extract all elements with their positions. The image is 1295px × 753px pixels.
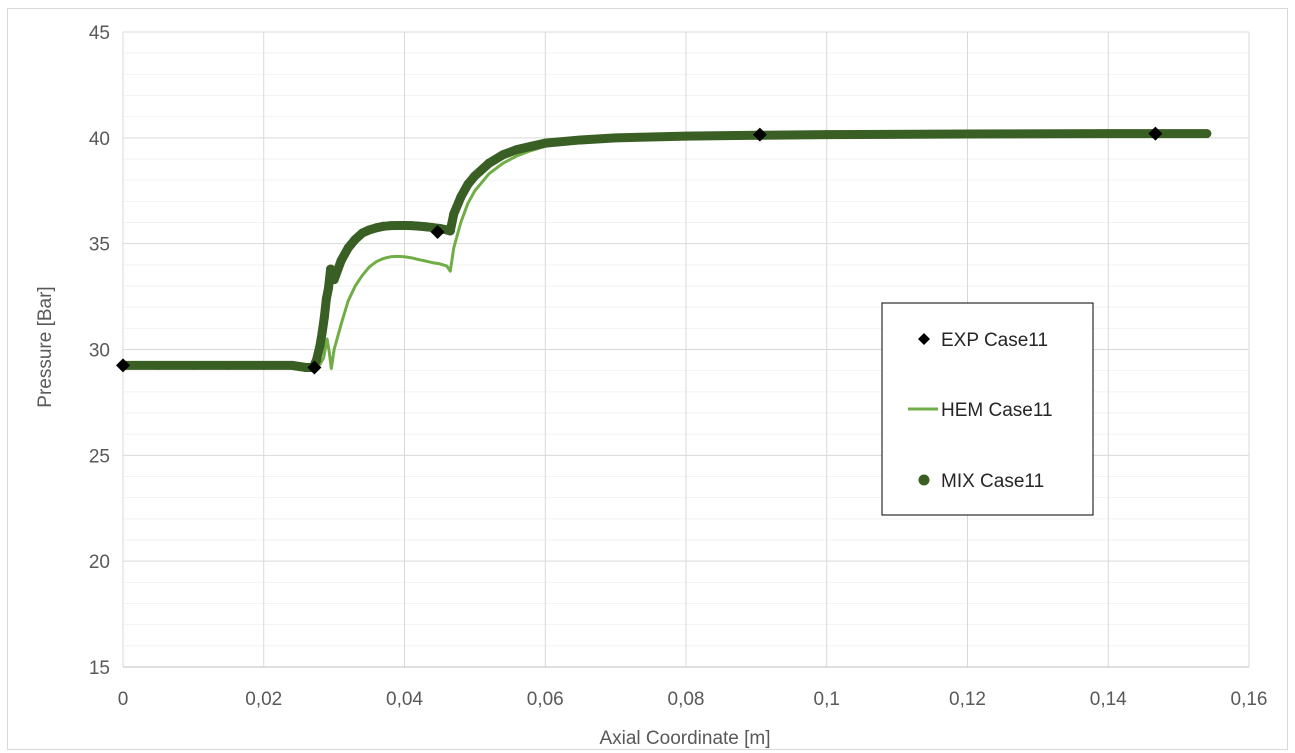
y-tick-label: 35 <box>89 235 110 256</box>
mix-data-point <box>357 228 367 238</box>
exp-data-point <box>752 127 767 142</box>
x-tick-label: 0,16 <box>1231 689 1268 710</box>
mix-data-point <box>259 360 269 370</box>
mix-data-point <box>1103 129 1113 139</box>
mix-data-point <box>343 243 353 253</box>
x-tick-label: 0 <box>118 689 129 710</box>
x-tick-label: 0,06 <box>527 689 564 710</box>
y-tick-label: 15 <box>89 658 110 679</box>
legend-label-mix: MIX Case11 <box>941 471 1044 492</box>
mix-data-point <box>371 223 381 233</box>
y-tick-label: 20 <box>89 552 110 573</box>
mix-data-point <box>315 340 325 350</box>
mix-data-point <box>470 171 480 181</box>
y-tick-label: 45 <box>89 23 110 44</box>
legend-label-hem: HEM Case11 <box>941 400 1053 421</box>
mix-data-point <box>421 222 431 232</box>
mix-data-point <box>378 221 388 231</box>
mix-data-point <box>188 360 198 370</box>
mix-data-point <box>323 283 333 293</box>
legend-label-exp: EXP Case11 <box>941 330 1048 351</box>
y-tick-label: 25 <box>89 446 110 467</box>
legend: EXP Case11 HEM Case11 MIX Case11 <box>881 302 1094 516</box>
x-tick-label: 0,02 <box>245 689 282 710</box>
x-tick-label: 0,14 <box>1090 689 1127 710</box>
mix-data-point <box>456 192 466 202</box>
mix-data-point <box>385 221 395 231</box>
mix-data-point <box>512 144 522 154</box>
mix-data-point <box>484 158 494 168</box>
x-tick-label: 0,04 <box>386 689 423 710</box>
mix-data-point <box>364 225 374 235</box>
mix-data-point <box>498 150 508 160</box>
mix-data-point <box>575 135 585 145</box>
x-tick-label: 0,08 <box>668 689 705 710</box>
mix-data-point <box>287 360 297 370</box>
mix-data-point <box>963 129 972 139</box>
mix-data-point <box>336 256 346 266</box>
legend-item-exp: EXP Case11 <box>918 330 1048 351</box>
mix-data-point <box>301 362 311 372</box>
mix-data-point <box>407 221 417 231</box>
x-axis-label: Axial Coordinate [m] <box>599 728 770 749</box>
legend-item-hem: HEM Case11 <box>908 400 1053 421</box>
mix-data-point <box>463 179 473 189</box>
series-layer <box>116 126 1212 375</box>
mix-data-point <box>326 264 336 274</box>
legend-item-mix: MIX Case11 <box>918 471 1044 492</box>
mix-data-point <box>414 221 424 231</box>
mix-data-point <box>153 360 163 370</box>
mix-data-point <box>449 209 459 219</box>
mix-data-point <box>317 328 327 338</box>
mix-data-point <box>526 141 536 151</box>
y-axis-ticks: 15 20 25 30 35 40 45 <box>89 23 110 679</box>
y-axis-label: Pressure [Bar] <box>35 286 56 407</box>
mix-data-point <box>611 133 621 143</box>
x-tick-label: 0,12 <box>949 689 986 710</box>
x-tick-label: 0,1 <box>814 689 840 710</box>
diamond-marker-icon <box>918 333 930 345</box>
mix-data-point <box>392 220 402 230</box>
exp-data-point <box>307 360 322 375</box>
mix-data-point <box>350 234 360 244</box>
mix-data-point <box>400 220 409 230</box>
mix-data-point <box>224 360 234 370</box>
exp-data-point <box>1148 126 1163 141</box>
exp-data-point <box>116 358 130 373</box>
x-axis-ticks: 0 0,02 0,04 0,06 0,08 0,1 0,12 0,14 0,16 <box>118 689 1268 710</box>
mix-data-point <box>321 294 331 304</box>
y-tick-label: 30 <box>89 341 110 362</box>
exp-data-point <box>430 225 445 240</box>
mix-data-point <box>681 131 691 141</box>
mix-data-point <box>319 313 329 323</box>
mix-data-point <box>822 130 832 140</box>
y-tick-label: 40 <box>89 129 110 150</box>
major-gridlines <box>122 31 1250 668</box>
mix-data-point <box>1202 129 1212 139</box>
mix-data-point <box>540 138 550 148</box>
mix-data-point <box>445 226 455 236</box>
circle-marker-icon <box>918 474 930 486</box>
mix-data-point <box>329 275 339 285</box>
